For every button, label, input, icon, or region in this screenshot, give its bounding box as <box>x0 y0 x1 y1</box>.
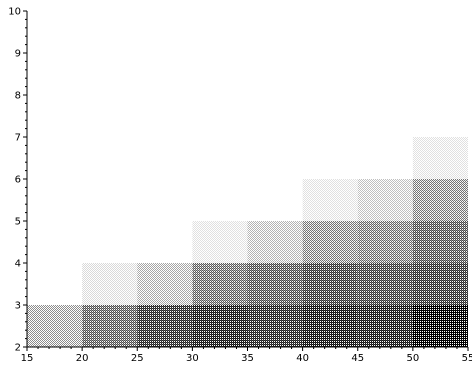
x-tick-label: 25 <box>131 353 144 364</box>
heatmap-cell <box>302 263 358 305</box>
heatmap-cell <box>247 263 303 305</box>
y-tick-label: 8 <box>15 91 21 102</box>
heatmap-cell <box>412 179 468 221</box>
y-tick-label: 2 <box>15 343 21 354</box>
y-tick-label: 3 <box>15 301 21 312</box>
x-tick-label: 30 <box>186 353 199 364</box>
heatmap-cell <box>357 221 413 263</box>
heatmap-cell <box>192 221 248 263</box>
heatmap-cell <box>302 305 358 347</box>
x-tick-label: 50 <box>407 353 420 364</box>
heatmap-cell <box>412 137 468 179</box>
heatmap-cell <box>412 263 468 305</box>
x-tick-label: 35 <box>241 353 254 364</box>
heatmap-cell <box>357 179 413 221</box>
y-tick-label: 10 <box>8 7 21 18</box>
y-tick-label: 6 <box>15 175 21 186</box>
heatmap-cell <box>192 305 248 347</box>
y-tick-label: 4 <box>15 259 21 270</box>
heatmap-cell <box>82 305 138 347</box>
heatmap-cell <box>247 305 303 347</box>
heatmap-cell <box>302 179 358 221</box>
heatmap-cell <box>412 221 468 263</box>
heatmap-cell <box>82 263 138 305</box>
heatmap-cell <box>27 305 83 347</box>
x-tick-label: 15 <box>21 353 34 364</box>
heatmap-cells <box>27 137 468 347</box>
heatmap-cell <box>247 221 303 263</box>
heatmap-cell <box>137 263 193 305</box>
heatmap-cell <box>412 305 468 347</box>
x-tick-label: 45 <box>351 353 364 364</box>
x-tick-label: 55 <box>462 353 472 364</box>
heatmap-cell <box>302 221 358 263</box>
heatmap-cell <box>357 263 413 305</box>
heatmap-cell <box>357 305 413 347</box>
x-tick-label: 20 <box>76 353 89 364</box>
x-tick-label: 40 <box>296 353 309 364</box>
y-tick-label: 5 <box>15 217 21 228</box>
y-tick-label: 7 <box>15 133 21 144</box>
heatmap-cell <box>192 263 248 305</box>
y-tick-label: 9 <box>15 49 21 60</box>
heatmap-cell <box>137 305 193 347</box>
